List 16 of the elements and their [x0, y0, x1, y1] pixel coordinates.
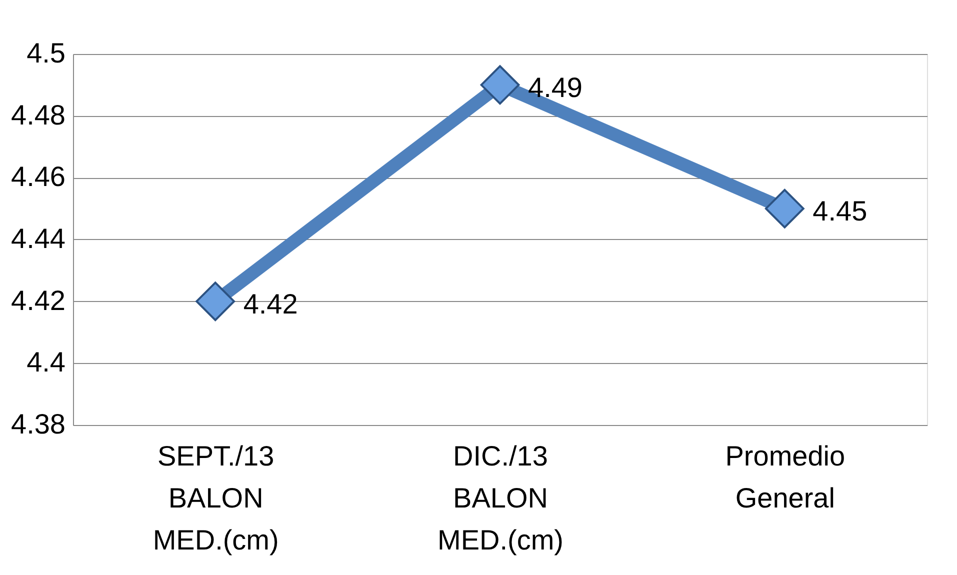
y-tick-label: 4.38 [11, 408, 66, 440]
point [196, 282, 236, 322]
y-tick-label: 4.44 [11, 223, 66, 254]
data-label: 4.42 [243, 288, 298, 320]
data-label: 4.49 [528, 72, 582, 103]
y-tick-label: 4.5 [26, 38, 66, 68]
x-tick-label: DIC./13 BALON MED.(cm) [438, 440, 564, 556]
y-tick-label: 4.4 [26, 346, 66, 378]
point [764, 188, 804, 228]
point [480, 65, 520, 105]
y-tick-label: 4.46 [11, 161, 66, 192]
y-tick-label: 4.48 [11, 99, 66, 130]
x-tick-label: SEPT./13 BALON MED.(cm) [152, 440, 279, 556]
y-tick-label: 4.42 [11, 284, 66, 316]
data-label: 4.45 [812, 196, 868, 227]
x-tick-label: Promedio General [725, 440, 846, 514]
